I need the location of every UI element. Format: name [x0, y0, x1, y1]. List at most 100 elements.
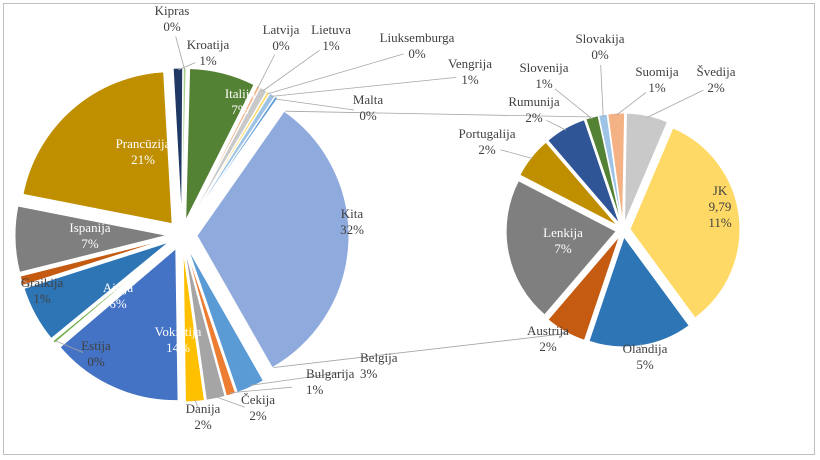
main-leader-estija: [55, 340, 84, 353]
secondary-label-svedija: Švedija 2%: [697, 64, 736, 95]
secondary-leader-svedija: [646, 89, 704, 118]
main-slice-airija: [23, 241, 170, 340]
secondary-pie: [505, 112, 741, 348]
secondary-label-rumunija-name: Rumunija: [508, 94, 560, 109]
main-label-italija-value: 7%: [231, 102, 249, 117]
main-label-prancuzija: Prancūzija 21%: [116, 136, 171, 167]
main-label-estija-value: 0%: [87, 354, 105, 369]
main-label-vengrija-name: Vengrija: [448, 56, 492, 71]
main-label-danija: Danija 2%: [186, 401, 221, 432]
connector-lines: [272, 110, 593, 369]
secondary-slice-rumunija: [547, 119, 621, 225]
main-label-vengrija-value: 1%: [461, 72, 479, 87]
secondary-label-portugalija: Portugalija 2%: [458, 126, 515, 157]
main-label-kroatija-name: Kroatija: [187, 37, 230, 52]
main-label-belgija: Belgija 3%: [360, 350, 398, 381]
main-label-lietuva-value: 1%: [322, 38, 340, 53]
main-slice-bulgarija: [185, 249, 237, 397]
secondary-leader-olandija: [640, 343, 642, 348]
main-label-liuksemburga-name: Liuksemburga: [380, 30, 455, 45]
secondary-slice-jk: [629, 127, 741, 319]
secondary-leader-suomija: [616, 92, 647, 116]
secondary-label-portugalija-value: 2%: [478, 142, 496, 157]
main-label-prancuzija-name: Prancūzija: [116, 136, 171, 151]
secondary-label-olandija-name: Olandija: [623, 341, 668, 356]
main-label-cekija: Čekija 2%: [241, 392, 275, 423]
secondary-label-svedija-name: Švedija: [697, 64, 736, 79]
secondary-leader-slovakija: [600, 64, 604, 117]
main-label-graikija-value: 1%: [33, 291, 51, 306]
main-label-estija: Estija 0%: [81, 338, 111, 369]
main-label-lietuva-name: Lietuva: [311, 22, 351, 37]
main-label-italija: Italija 7%: [225, 86, 256, 117]
main-label-airija: Airija 6%: [103, 280, 134, 311]
main-label-danija-value: 2%: [194, 417, 212, 432]
main-label-kita: Kita 32%: [340, 206, 364, 237]
secondary-leader-slovenija: [554, 88, 593, 120]
main-slice-danija: [182, 249, 206, 403]
main-pie: [14, 67, 350, 403]
main-label-bulgarija: Bulgarija 1%: [306, 366, 355, 397]
main-slice-kroatija: [172, 67, 184, 221]
main-label-kipras: Kipras 0%: [155, 3, 190, 34]
connector-line-top: [284, 110, 593, 118]
main-label-latvija-value: 0%: [272, 38, 290, 53]
secondary-label-rumunija-value: 2%: [525, 110, 543, 125]
secondary-label-jk-name: JK: [713, 183, 728, 198]
main-label-belgija-name: Belgija: [360, 350, 398, 365]
main-slice-ispanija: [14, 205, 168, 274]
main-label-cekija-value: 2%: [249, 408, 267, 423]
main-leader-latvija: [257, 54, 276, 89]
secondary-label-slovakija: Slovakija 0%: [575, 31, 624, 62]
secondary-slice-suomija: [607, 112, 626, 224]
secondary-slice-lenkija: [505, 180, 617, 316]
data-labels: Kita 32%Belgija 3%Bulgarija 1%Čekija 2%Danij…: [21, 3, 736, 432]
leader-lines: [23, 36, 704, 409]
secondary-label-lenkija-value: 7%: [554, 241, 572, 256]
main-slice-belgija: [187, 248, 265, 394]
main-label-malta: Malta 0%: [353, 92, 384, 123]
main-label-prancuzija-value: 21%: [131, 152, 155, 167]
main-slice-prancuzija: [22, 71, 173, 225]
main-label-danija-name: Danija: [186, 401, 221, 416]
main-slice-vokietija: [59, 247, 179, 402]
main-label-estija-name: Estija: [81, 338, 111, 353]
secondary-label-svedija-value: 2%: [707, 80, 725, 95]
main-slice-italija: [185, 67, 255, 221]
secondary-label-portugalija-name: Portugalija: [458, 126, 515, 141]
main-label-graikija: Graikija 1%: [21, 275, 64, 306]
main-leader-vengrija: [271, 77, 457, 97]
main-label-belgija-value: 3%: [360, 366, 378, 381]
main-label-latvija-name: Latvija: [263, 22, 300, 37]
main-label-airija-name: Airija: [103, 280, 134, 295]
secondary-label-austrija: Austrija 2%: [527, 323, 569, 354]
main-slice-kipras: [181, 67, 187, 221]
secondary-label-jk: JK 9,79 11%: [708, 183, 732, 230]
main-slice-kita: [196, 110, 350, 369]
main-leader-graikija: [23, 279, 32, 287]
secondary-label-jk-value: 11%: [708, 215, 732, 230]
main-label-ispanija-name: Ispanija: [69, 220, 110, 235]
secondary-slice-slovenija: [585, 115, 622, 224]
main-leader-kipras: [175, 36, 186, 71]
secondary-label-slovakija-name: Slovakija: [575, 31, 624, 46]
main-slice-lietuva: [188, 86, 268, 223]
secondary-label-slovenija-name: Slovenija: [519, 60, 568, 75]
main-leader-malta: [275, 98, 355, 111]
main-label-bulgarija-value: 1%: [306, 382, 324, 397]
main-label-ispanija-value: 7%: [81, 236, 99, 251]
main-label-kroatija: Kroatija 1%: [187, 37, 230, 68]
main-label-kita-name: Kita: [341, 206, 364, 221]
main-slice-estija: [52, 244, 171, 344]
secondary-label-suomija-value: 1%: [648, 80, 666, 95]
main-label-ispanija: Ispanija 7%: [69, 220, 110, 251]
connector-line-bottom: [272, 332, 569, 369]
main-label-italija-name: Italija: [225, 86, 256, 101]
secondary-leader-rumunija: [546, 119, 567, 131]
secondary-leader-austrija: [559, 329, 567, 336]
main-label-vengrija: Vengrija 1%: [448, 56, 492, 87]
secondary-leader-portugalija: [500, 149, 533, 159]
secondary-label-slovenija: Slovenija 1%: [519, 60, 568, 91]
secondary-label-slovakija-value: 0%: [591, 47, 609, 62]
